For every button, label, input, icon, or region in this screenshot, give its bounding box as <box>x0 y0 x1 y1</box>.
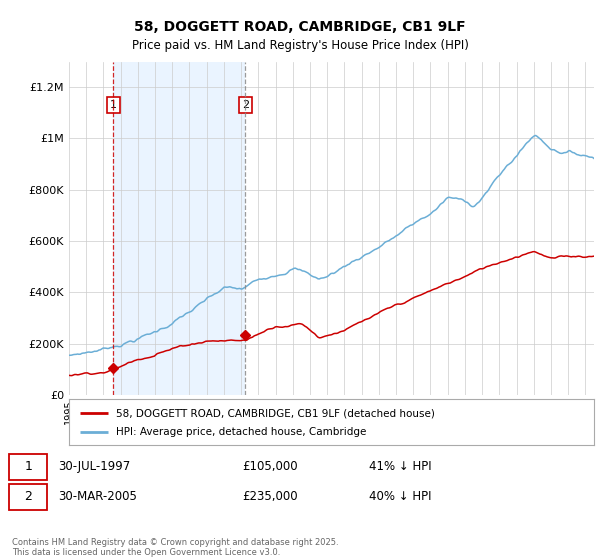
Text: 1: 1 <box>110 100 117 110</box>
Text: 40% ↓ HPI: 40% ↓ HPI <box>369 490 431 503</box>
Text: Price paid vs. HM Land Registry's House Price Index (HPI): Price paid vs. HM Land Registry's House … <box>131 39 469 52</box>
Text: £235,000: £235,000 <box>242 490 298 503</box>
Text: HPI: Average price, detached house, Cambridge: HPI: Average price, detached house, Camb… <box>116 427 367 437</box>
FancyBboxPatch shape <box>9 484 47 510</box>
FancyBboxPatch shape <box>9 454 47 479</box>
Text: 41% ↓ HPI: 41% ↓ HPI <box>369 460 432 473</box>
Text: 1: 1 <box>24 460 32 473</box>
Text: 58, DOGGETT ROAD, CAMBRIDGE, CB1 9LF (detached house): 58, DOGGETT ROAD, CAMBRIDGE, CB1 9LF (de… <box>116 408 435 418</box>
Text: 2: 2 <box>242 100 249 110</box>
Text: £105,000: £105,000 <box>242 460 298 473</box>
Text: 58, DOGGETT ROAD, CAMBRIDGE, CB1 9LF: 58, DOGGETT ROAD, CAMBRIDGE, CB1 9LF <box>134 20 466 34</box>
Text: 2: 2 <box>24 490 32 503</box>
Text: 30-JUL-1997: 30-JUL-1997 <box>58 460 130 473</box>
Text: 30-MAR-2005: 30-MAR-2005 <box>58 490 137 503</box>
Bar <box>113 62 245 395</box>
Text: Contains HM Land Registry data © Crown copyright and database right 2025.
This d: Contains HM Land Registry data © Crown c… <box>12 538 338 557</box>
